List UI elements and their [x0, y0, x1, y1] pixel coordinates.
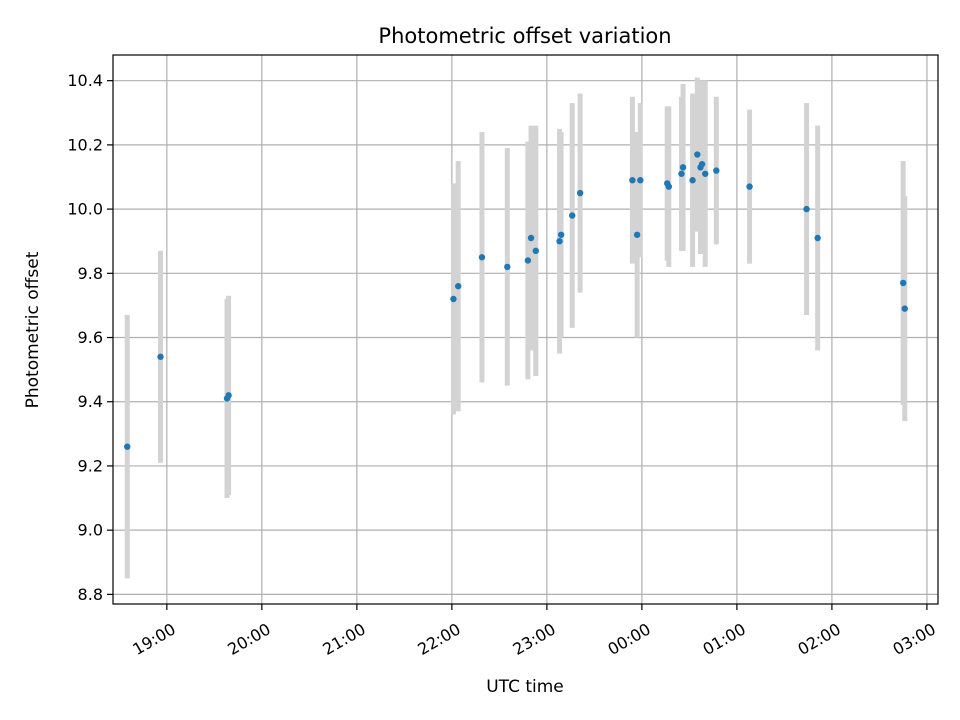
data-point: [225, 392, 232, 399]
data-point: [713, 167, 720, 174]
data-point: [629, 177, 636, 184]
data-point: [527, 234, 535, 242]
y-tick-label: 9.2: [78, 456, 103, 475]
y-tick-label: 9.8: [78, 264, 103, 283]
data-point: [698, 160, 706, 168]
data-point: [702, 170, 709, 177]
y-tick-label: 9.4: [78, 392, 103, 411]
x-axis-label: UTC time: [486, 677, 564, 697]
data-point: [803, 205, 810, 213]
y-tick-label: 10.2: [67, 135, 103, 154]
data-point: [679, 164, 687, 171]
data-point: [450, 295, 457, 303]
data-point: [524, 257, 532, 264]
data-point: [478, 254, 486, 261]
data-point: [694, 151, 701, 158]
data-point: [689, 177, 696, 184]
data-point: [569, 212, 576, 219]
data-point: [455, 282, 462, 290]
y-axis-label: Photometric offset: [23, 251, 43, 408]
data-point: [557, 231, 565, 238]
data-point: [504, 263, 511, 271]
y-axis-ticks: 8.8 9.0 9.2 9.4 9.6 9.8 10.0 10.2 10.4: [67, 71, 113, 604]
y-tick-label: 9.0: [78, 521, 103, 540]
data-point: [576, 189, 584, 197]
y-tick-label: 10.0: [67, 200, 103, 219]
data-point: [901, 305, 908, 312]
data-point: [633, 231, 641, 238]
data-points: [124, 151, 908, 450]
data-point: [665, 183, 673, 190]
y-tick-label: 9.6: [78, 328, 103, 347]
data-point: [556, 238, 563, 245]
chart-title: Photometric offset variation: [378, 24, 671, 48]
data-point: [532, 247, 539, 255]
data-point: [814, 234, 821, 242]
data-point: [124, 443, 131, 450]
data-point: [678, 170, 685, 177]
plot-frame: [112, 54, 939, 605]
data-point: [746, 183, 753, 190]
y-tick-label: 10.4: [67, 71, 103, 90]
y-tick-label: 8.8: [78, 585, 103, 604]
data-point: [899, 279, 907, 287]
data-point: [637, 177, 644, 184]
data-point: [157, 353, 164, 360]
